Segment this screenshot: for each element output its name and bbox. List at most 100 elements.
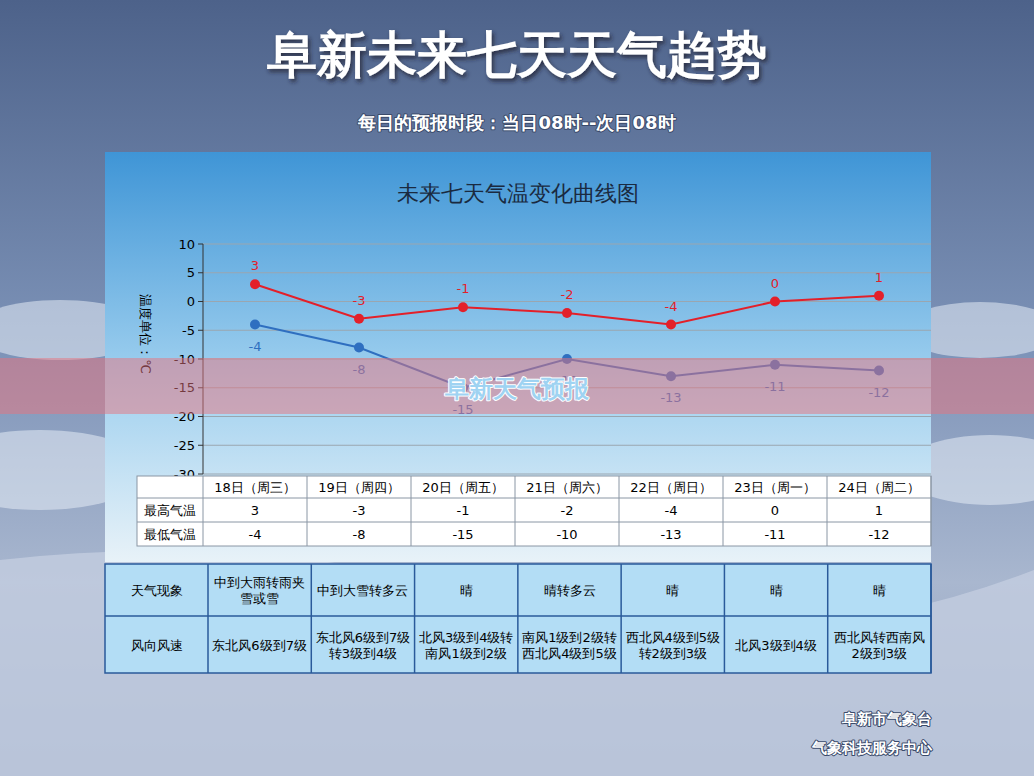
table-border — [827, 564, 829, 673]
data-label: 3 — [251, 258, 259, 273]
tick-mark — [198, 416, 203, 417]
table-border — [137, 498, 931, 499]
subtitle: 每日的预报时段：当日08时--次日08时 — [357, 112, 675, 133]
table-border — [515, 476, 516, 546]
tick-label: 10 — [178, 237, 195, 252]
footer-text: 气象科技服务中心 — [811, 739, 933, 757]
table-cell: 北风3级到4级 — [735, 638, 817, 653]
table-value: -8 — [353, 527, 366, 542]
title: 阜新未来七天天气趋势 — [266, 26, 767, 84]
data-label: -1 — [457, 281, 470, 296]
category-label: 23日（周一） — [734, 480, 816, 495]
category-label: 18日（周三） — [214, 480, 296, 495]
series-line — [255, 284, 879, 324]
grid-line — [203, 416, 931, 417]
point — [354, 343, 364, 353]
point — [666, 320, 676, 330]
tick-mark — [198, 244, 203, 245]
table-border — [827, 476, 828, 546]
cell-line: 北风3级到4级 — [735, 638, 817, 653]
chart-panel — [105, 152, 931, 562]
point — [874, 291, 884, 301]
table-value: -15 — [452, 527, 473, 542]
table-border — [931, 476, 932, 546]
cell-line: 中到大雪转多云 — [317, 583, 408, 598]
data-label: -3 — [353, 293, 366, 308]
category-label: 21日（周六） — [526, 480, 608, 495]
table-border — [411, 476, 412, 546]
cell-line: 西北风4级到5级 — [522, 646, 617, 661]
cell-line: 东北风6级到7级 — [212, 638, 307, 653]
page: 阜新未来七天天气趋势每日的预报时段：当日08时--次日08时未来七天气温变化曲线… — [0, 0, 1034, 776]
value-table — [137, 476, 931, 546]
grid-line — [203, 272, 931, 273]
table-value: -3 — [353, 503, 366, 518]
table-value: -12 — [868, 527, 889, 542]
table-cell: 晴 — [770, 583, 783, 598]
cell-line: 晴 — [770, 583, 783, 598]
tick-mark — [198, 474, 203, 475]
table-cell: 西北风4级到5级转2级到3级 — [626, 630, 721, 661]
table-border — [203, 476, 204, 546]
table-value: 0 — [771, 503, 779, 518]
point — [354, 314, 364, 324]
table-cell: 中到大雪转多云 — [317, 583, 408, 598]
row-head: 风向风速 — [131, 638, 183, 653]
cell-line: 雪或雪 — [240, 591, 279, 606]
table-border — [619, 476, 620, 546]
point — [250, 279, 260, 289]
table-cell: 南风1级到2级转西北风4级到5级 — [522, 630, 617, 661]
data-label: -4 — [249, 339, 262, 354]
category-label: 20日（周五） — [422, 480, 504, 495]
table-border — [137, 522, 931, 523]
tick-label: -25 — [174, 438, 195, 453]
weather-table — [105, 564, 931, 673]
cell-line: 东北风6级到7级 — [316, 630, 411, 645]
table-border — [307, 476, 308, 546]
watermark-band — [0, 358, 1034, 414]
point — [250, 320, 260, 330]
tick-mark — [198, 301, 203, 302]
table-border — [723, 476, 724, 546]
category-label: 22日（周日） — [630, 480, 712, 495]
table-cell: 北风3级到4级转南风1级到2级 — [419, 630, 514, 661]
table-value: -2 — [561, 503, 574, 518]
table-cell: 东北风6级到7级 — [212, 638, 307, 653]
table-cell: 东北风6级到7级转3级到4级 — [316, 630, 411, 661]
table-border — [930, 564, 932, 673]
grid-line — [203, 445, 931, 446]
tick-mark — [198, 445, 203, 446]
grid-line — [203, 244, 931, 245]
category-label: 19日（周四） — [318, 480, 400, 495]
table-value: -10 — [556, 527, 577, 542]
table-value: -13 — [660, 527, 681, 542]
cell-line: 北风3级到4级转 — [419, 630, 514, 645]
table-border — [724, 564, 726, 673]
point — [770, 297, 780, 307]
tick-mark — [198, 272, 203, 273]
footer-text: 阜新市气象台 — [841, 710, 932, 728]
table-value: -4 — [249, 527, 262, 542]
cell-line: 南风1级到2级转 — [522, 630, 617, 645]
cell-line: 晴转多云 — [544, 583, 596, 598]
table-cell: 中到大雨转雨夹雪或雪 — [214, 575, 305, 606]
cell-line: 晴 — [666, 583, 679, 598]
cell-line: 2级到3级 — [852, 646, 908, 661]
chart-title: 未来七天气温变化曲线图 — [397, 181, 639, 206]
snow-field — [0, 551, 1034, 776]
table-cell: 晴 — [873, 583, 886, 598]
row-head: 天气现象 — [131, 583, 183, 598]
cell-line: 西北风4级到5级 — [626, 630, 721, 645]
cell-line: 南风1级到2级 — [425, 646, 507, 661]
tick-label: -5 — [182, 323, 195, 338]
point — [458, 302, 468, 312]
cell-line: 晴 — [460, 583, 473, 598]
table-value: -1 — [457, 503, 470, 518]
cell-line: 西北风转西南风 — [834, 630, 925, 645]
cell-line: 晴 — [873, 583, 886, 598]
table-border — [207, 564, 209, 673]
table-border — [311, 564, 313, 673]
table-border — [517, 564, 519, 673]
table-value: -4 — [665, 503, 678, 518]
data-label: 0 — [771, 276, 779, 291]
